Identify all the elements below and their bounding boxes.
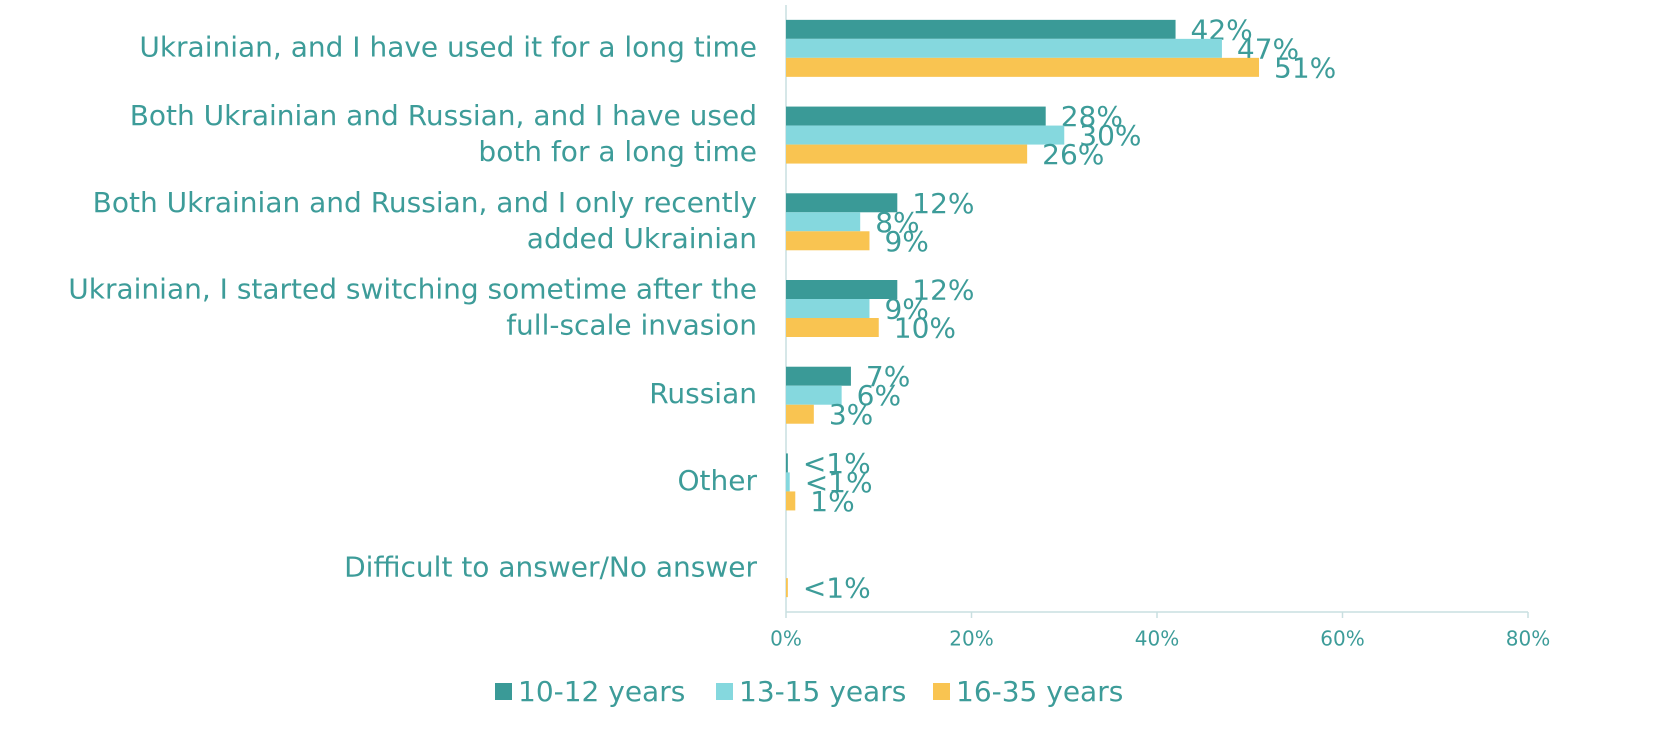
data-label: 30% <box>1079 119 1141 152</box>
category-label: Other <box>677 464 757 497</box>
data-label: 1% <box>810 485 854 518</box>
bar <box>786 280 898 299</box>
data-label: 26% <box>1042 138 1104 171</box>
bar <box>786 212 861 232</box>
x-tick-label: 40% <box>1135 627 1179 651</box>
legend-label: 13-15 years <box>739 675 906 708</box>
x-tick-label: 60% <box>1320 627 1364 651</box>
category-label: Both Ukrainian and Russian, and I have u… <box>130 99 757 168</box>
category-label: Ukrainian, I started switching sometime … <box>68 273 757 342</box>
category-label: Ukrainian, and I have used it for a long… <box>139 30 757 63</box>
x-tick-label: 0% <box>770 627 802 651</box>
bar <box>786 106 1046 126</box>
data-label: 12% <box>912 187 974 220</box>
bar <box>786 57 1260 77</box>
legend-swatch <box>933 683 950 700</box>
data-label: 28% <box>1061 100 1123 133</box>
legend-label: 16-35 years <box>956 675 1123 708</box>
data-label: <1% <box>805 466 873 499</box>
data-label: 9% <box>884 293 928 326</box>
x-tick-label: 20% <box>949 627 993 651</box>
data-label: <1% <box>803 447 871 480</box>
bar <box>786 125 1065 145</box>
bar <box>786 299 870 318</box>
category-label: Difficult to answer/No answer <box>344 551 757 584</box>
data-label: 9% <box>884 225 928 258</box>
bar <box>786 472 790 492</box>
data-label: 51% <box>1274 51 1336 84</box>
bar <box>786 144 1028 164</box>
category-label: Both Ukrainian and Russian, and I only r… <box>93 186 757 255</box>
data-label: 10% <box>894 312 956 345</box>
data-label: 7% <box>866 360 910 393</box>
bar <box>786 385 842 405</box>
bar <box>786 578 788 598</box>
bar <box>786 318 879 337</box>
legend-swatch <box>716 683 733 700</box>
bar <box>786 231 870 251</box>
bar <box>786 19 1176 39</box>
data-label: <1% <box>803 572 871 605</box>
legend-swatch <box>495 683 512 700</box>
bar <box>786 366 851 386</box>
legend-label: 10-12 years <box>518 675 685 708</box>
bar <box>786 491 796 511</box>
data-label: 12% <box>912 274 974 307</box>
x-tick-label: 80% <box>1506 627 1550 651</box>
data-label: 3% <box>829 398 873 431</box>
data-label: 8% <box>875 206 919 239</box>
bar <box>786 404 814 424</box>
bar <box>786 193 898 213</box>
bar <box>786 453 788 473</box>
bar <box>786 38 1222 58</box>
data-label: 6% <box>857 379 901 412</box>
category-label: Russian <box>649 377 757 410</box>
